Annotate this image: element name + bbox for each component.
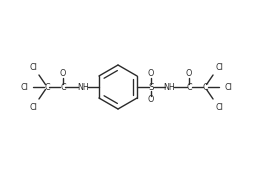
Text: O: O	[60, 70, 66, 78]
Text: S: S	[148, 82, 154, 92]
Text: C: C	[44, 82, 50, 92]
Text: C: C	[186, 82, 192, 92]
Text: Cl: Cl	[29, 62, 37, 72]
Text: O: O	[148, 70, 154, 78]
Text: Cl: Cl	[215, 62, 223, 72]
Text: O: O	[148, 96, 154, 104]
Text: Cl: Cl	[20, 82, 28, 92]
Text: C: C	[60, 82, 66, 92]
Text: C: C	[202, 82, 208, 92]
Text: NH: NH	[163, 82, 175, 92]
Text: Cl: Cl	[29, 102, 37, 112]
Text: Cl: Cl	[224, 82, 232, 92]
Text: O: O	[186, 70, 192, 78]
Text: Cl: Cl	[215, 102, 223, 112]
Text: NH: NH	[77, 82, 89, 92]
